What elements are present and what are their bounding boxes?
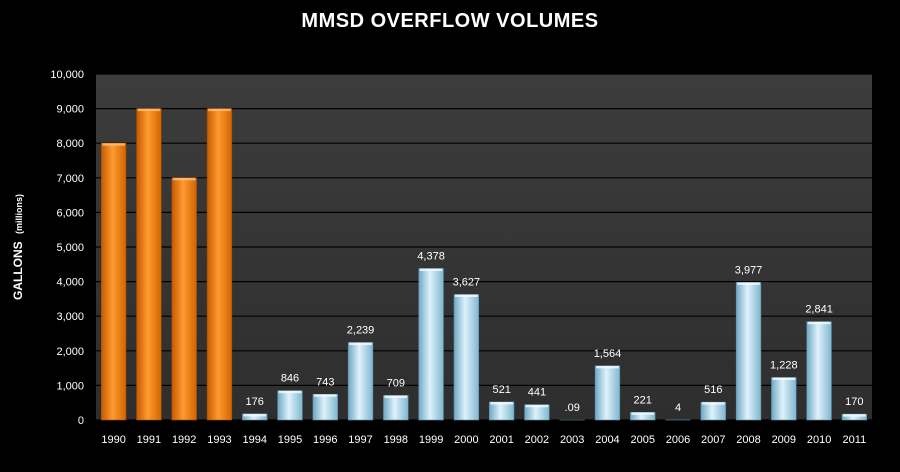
data-label-2002: 441 — [528, 387, 546, 399]
data-label-1999: 4,378 — [417, 251, 445, 263]
y-axis-ticks: 0 1,000 2,000 3,000 4,000 5,000 6,000 7,000 8,00… — [50, 69, 84, 427]
y-tick-label: 10,000 — [50, 69, 84, 81]
bar-2007 — [700, 401, 726, 421]
data-label-1995: 846 — [281, 373, 299, 385]
data-label-2004: 1,564 — [594, 348, 622, 360]
x-tick-label: 1996 — [313, 434, 337, 446]
data-label-1998: 709 — [387, 377, 405, 389]
x-tick-label: 2000 — [454, 434, 478, 446]
bar-1993 — [206, 108, 233, 421]
y-tick-label: 3,000 — [56, 311, 84, 323]
x-axis-ticks: 1990 1991 1992 1993 1994 1995 1996 1997 1998 1999… — [101, 434, 866, 446]
chart-title: MMSD OVERFLOW VOLUMES — [301, 10, 599, 32]
x-tick-label: 1992 — [172, 434, 196, 446]
data-label-2010: 2,841 — [805, 304, 833, 316]
bar-highlight-1991 — [137, 108, 161, 112]
bar-1996 — [312, 393, 338, 421]
bar-highlight-2000 — [455, 294, 478, 298]
bar-1991 — [136, 108, 162, 421]
x-tick-label: 2005 — [630, 434, 654, 446]
bar-1999 — [418, 268, 444, 421]
y-axis-label: GALLONS (millions) — [11, 194, 25, 300]
bar-2008 — [735, 282, 762, 421]
x-tick-label: 1993 — [207, 434, 231, 446]
bar-highlight-1998 — [384, 395, 408, 398]
data-label-2009: 1,228 — [770, 360, 798, 372]
x-tick-label: 1997 — [348, 434, 372, 446]
x-tick-label: 2008 — [736, 434, 760, 446]
bar-highlight-2005 — [631, 412, 655, 415]
bar-2009 — [771, 377, 797, 421]
x-tick-label: 1999 — [419, 434, 443, 446]
x-tick-label: 1998 — [384, 434, 408, 446]
bar-highlight-1999 — [419, 268, 443, 272]
data-label-2006: 4 — [675, 402, 681, 414]
y-tick-label: 1,000 — [56, 380, 84, 392]
bar-highlight-1997 — [349, 342, 372, 346]
x-tick-label: 1991 — [137, 434, 161, 446]
x-tick-label: 1995 — [278, 434, 302, 446]
data-label-2008: 3,977 — [735, 264, 763, 276]
bar-highlight-2007 — [701, 402, 725, 405]
y-tick-label: 2,000 — [56, 346, 84, 358]
x-tick-label: 1990 — [101, 434, 125, 446]
data-label-2003: .09 — [565, 402, 580, 414]
x-tick-label: 2004 — [595, 434, 619, 446]
y-tick-label: 4,000 — [56, 277, 84, 289]
data-label-1996: 743 — [316, 376, 334, 388]
bar-1992 — [171, 177, 197, 421]
data-label-2011: 170 — [845, 396, 863, 408]
bar-1990 — [100, 142, 127, 421]
y-tick-label: 5,000 — [56, 242, 84, 254]
bars — [100, 108, 868, 421]
x-tick-label: 2007 — [701, 434, 725, 446]
bar-highlight-1990 — [102, 143, 125, 146]
bar-highlight-2011 — [843, 414, 866, 417]
x-tick-label: 2006 — [666, 434, 690, 446]
x-tick-label: 2001 — [489, 434, 513, 446]
data-label-2000: 3,627 — [453, 277, 481, 289]
y-tick-label: 6,000 — [56, 207, 84, 219]
bar-highlight-1995 — [278, 390, 302, 394]
bar-highlight-2001 — [490, 401, 513, 405]
bar-highlight-1993 — [208, 108, 231, 112]
bar-2004 — [594, 365, 621, 421]
data-label-1994: 176 — [246, 396, 264, 408]
x-tick-label: 2009 — [772, 434, 796, 446]
bar-2010 — [806, 321, 832, 421]
bar-highlight-1992 — [172, 177, 196, 181]
x-tick-label: 2003 — [560, 434, 584, 446]
y-tick-label: 7,000 — [56, 173, 84, 185]
x-tick-label: 2002 — [525, 434, 549, 446]
bar-1995 — [277, 390, 303, 421]
data-label-2005: 221 — [634, 394, 652, 406]
bar-2001 — [488, 401, 515, 421]
data-label-2001: 521 — [492, 384, 510, 396]
data-label-1997: 2,239 — [347, 325, 375, 337]
x-tick-label: 1994 — [242, 434, 266, 446]
y-tick-label: 8,000 — [56, 138, 84, 150]
bar-highlight-1996 — [313, 394, 337, 397]
bar-highlight-2004 — [596, 365, 619, 369]
bar-1998 — [383, 395, 409, 421]
bar-highlight-2010 — [807, 321, 831, 325]
data-label-2007: 516 — [704, 384, 722, 396]
bar-highlight-2008 — [737, 282, 760, 285]
bar-1997 — [347, 342, 374, 421]
bar-2000 — [453, 294, 480, 421]
bar-highlight-1994 — [243, 413, 267, 417]
bar-highlight-2002 — [525, 404, 549, 408]
x-tick-label: 2011 — [843, 434, 867, 446]
y-tick-label: 0 — [78, 415, 84, 427]
x-tick-label: 2010 — [807, 434, 831, 446]
y-tick-label: 9,000 — [56, 104, 84, 116]
data-labels: 176 846 743 2,239 709 4,378 3,627 521 441 .09 1,56… — [246, 251, 864, 414]
bar-highlight-2009 — [772, 377, 796, 381]
